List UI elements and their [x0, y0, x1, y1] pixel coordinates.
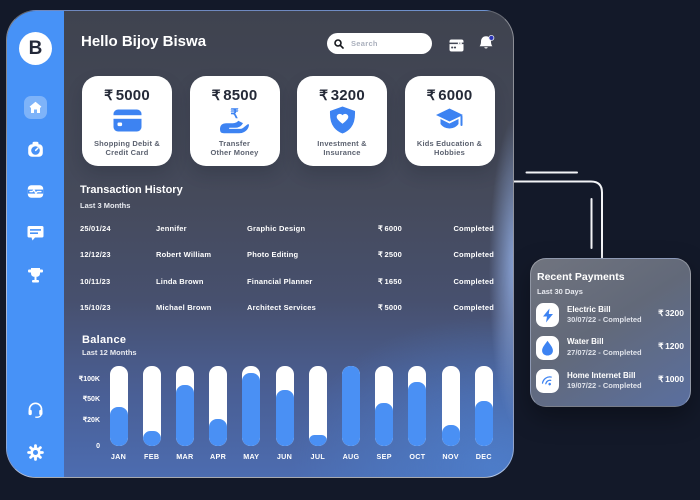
svg-text:₹: ₹	[230, 107, 239, 121]
